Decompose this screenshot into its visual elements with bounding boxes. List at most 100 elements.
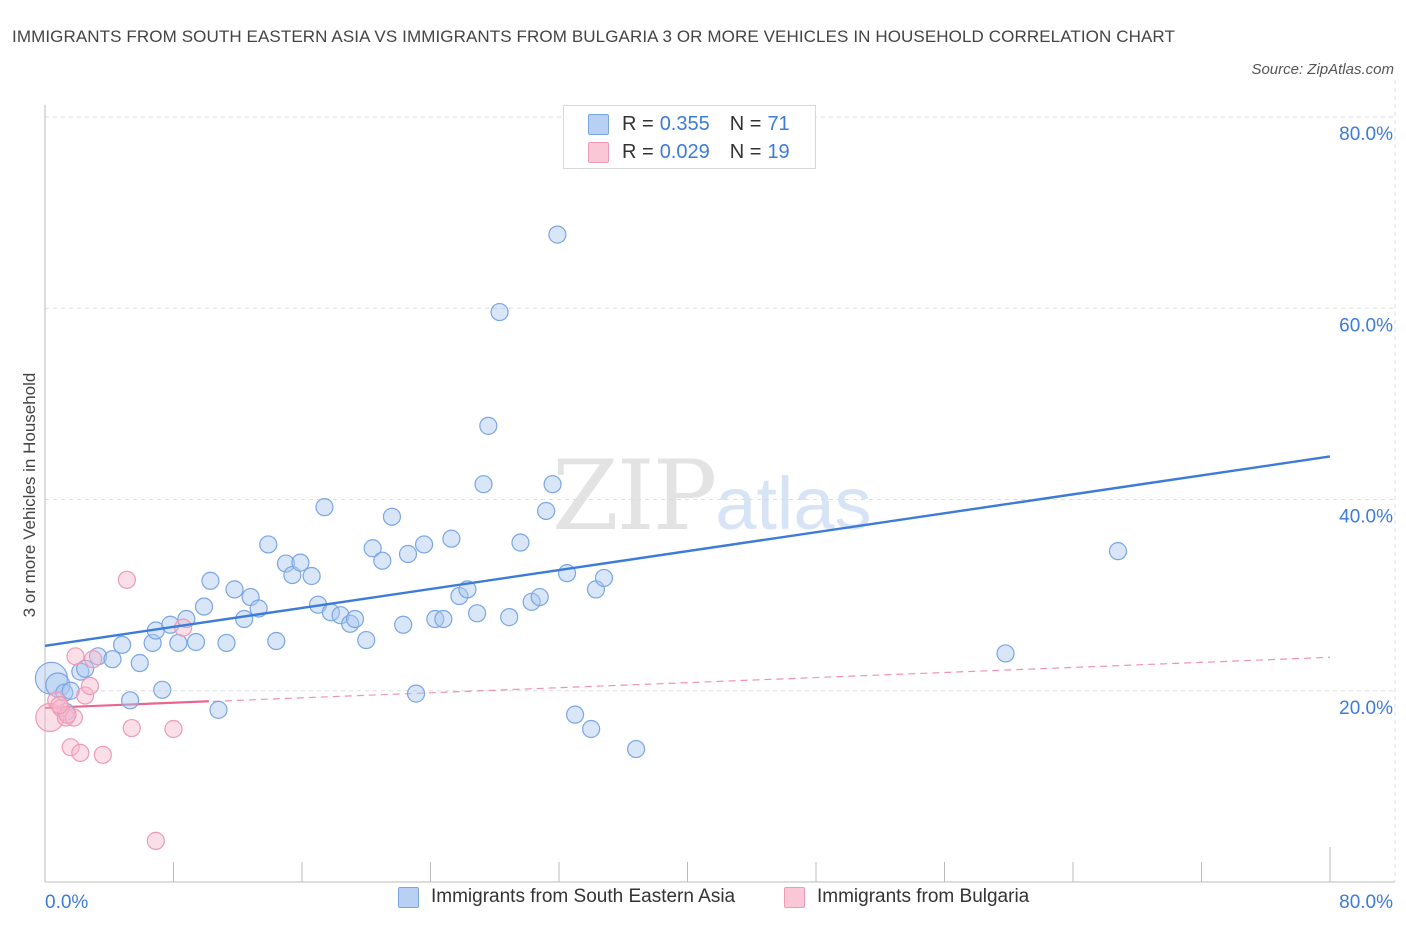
legend-r-value: 0.029 [659, 140, 710, 163]
data-point-south-eastern-asia [153, 680, 172, 699]
data-point-south-eastern-asia [363, 539, 382, 558]
legend-row-south-eastern-asia: R = 0.355 N = 71 [588, 112, 790, 136]
legend-r-value: 0.355 [659, 112, 710, 135]
correlation-legend: R = 0.355 N = 71 R = 0.029 N = 19 [563, 105, 816, 169]
data-point-south-eastern-asia [61, 681, 80, 700]
data-point-south-eastern-asia [582, 719, 601, 739]
data-point-south-eastern-asia [414, 535, 434, 554]
data-point-south-eastern-asia [225, 580, 244, 599]
data-point-south-eastern-asia [267, 631, 286, 651]
data-point-south-eastern-asia [406, 684, 426, 703]
series-label: Immigrants from Bulgaria [817, 886, 1030, 907]
data-point-bulgaria [84, 650, 103, 669]
legend-r-label: R = [622, 112, 654, 135]
data-point-south-eastern-asia [442, 529, 461, 548]
data-point-south-eastern-asia [373, 551, 392, 570]
legend-n-value: 19 [767, 140, 790, 163]
data-point-bulgaria [164, 719, 183, 739]
series-label: Immigrants from South Eastern Asia [431, 886, 736, 907]
bulgaria-trend-layer [44, 656, 1331, 710]
data-point-bulgaria [66, 647, 85, 666]
x-tick-label: 80.0% [1339, 892, 1393, 913]
data-point-bulgaria [71, 743, 90, 763]
legend-n-value: 71 [767, 112, 790, 135]
data-point-south-eastern-asia [315, 498, 334, 517]
data-point-south-eastern-asia [1108, 542, 1128, 561]
legend-row-bulgaria: R = 0.029 N = 19 [588, 140, 790, 164]
data-point-south-eastern-asia [511, 533, 530, 552]
data-point-south-eastern-asia [217, 633, 236, 653]
data-point-south-eastern-asia [490, 302, 509, 322]
data-point-south-eastern-asia [186, 632, 206, 652]
data-point-bulgaria [76, 686, 95, 705]
x-tick-label: 0.0% [45, 892, 88, 913]
data-point-south-eastern-asia [434, 609, 453, 629]
grid-layer [45, 80, 1396, 882]
data-point-south-eastern-asia [382, 507, 402, 526]
watermark-atlas: atlas [715, 462, 872, 545]
legend-r-label: R = [622, 140, 654, 163]
legend-n-label: N = [729, 112, 762, 135]
legend-swatch-pink [588, 141, 609, 163]
y-tick-label: 40.0% [1339, 507, 1393, 528]
y-tick-label: 80.0% [1339, 124, 1393, 145]
data-point-south-eastern-asia [345, 609, 365, 629]
series-legend-bulgaria[interactable]: Immigrants from Bulgaria [784, 886, 1029, 908]
data-point-south-eastern-asia [398, 544, 418, 564]
tick-label-layer: 20.0% 40.0% 60.0% 80.0% 0.0% 80.0% [45, 124, 1393, 913]
data-point-south-eastern-asia [88, 647, 108, 666]
series-legend-south-eastern-asia[interactable]: Immigrants from South Eastern Asia [398, 886, 735, 908]
data-point-south-eastern-asia [467, 604, 487, 623]
data-point-south-eastern-asia [130, 653, 149, 673]
data-point-south-eastern-asia [479, 416, 498, 435]
data-point-bulgaria [122, 718, 141, 738]
data-point-south-eastern-asia [121, 691, 140, 710]
data-point-south-eastern-asia [357, 630, 376, 650]
data-point-bulgaria [146, 831, 165, 850]
legend-n-label: N = [729, 140, 762, 163]
data-point-south-eastern-asia [209, 700, 228, 719]
bulgaria-points [35, 570, 193, 850]
y-axis-label: 3 or more Vehicles in Household [20, 372, 39, 618]
series-swatch-blue [398, 886, 419, 908]
data-point-south-eastern-asia [394, 615, 413, 634]
south-eastern-asia-trend-layer [44, 455, 1331, 647]
series-legend: Immigrants from South Eastern Asia Immig… [0, 886, 1406, 916]
data-point-south-eastern-asia [565, 705, 585, 724]
legend-swatch-blue [588, 113, 609, 135]
data-point-south-eastern-asia [530, 587, 549, 607]
trend-line-bulgaria-extended [44, 656, 1331, 709]
series-swatch-pink [784, 886, 805, 908]
data-point-south-eastern-asia [302, 566, 321, 586]
y-tick-label: 60.0% [1339, 315, 1393, 336]
axis-layer [44, 105, 1395, 883]
data-point-bulgaria [61, 738, 80, 757]
data-point-south-eastern-asia [626, 739, 646, 759]
data-point-bulgaria [174, 618, 193, 637]
zipatlas-watermark: ZIPatlas [552, 440, 872, 552]
watermark-zip: ZIP [552, 440, 717, 552]
data-point-south-eastern-asia [291, 553, 310, 572]
data-point-south-eastern-asia [996, 644, 1015, 663]
data-point-south-eastern-asia [474, 475, 493, 494]
data-point-south-eastern-asia [548, 225, 567, 244]
data-point-south-eastern-asia [276, 554, 296, 573]
data-point-bulgaria [80, 676, 100, 696]
y-tick-label: 20.0% [1339, 698, 1393, 719]
data-point-south-eastern-asia [169, 633, 188, 653]
data-point-south-eastern-asia [594, 568, 614, 588]
data-point-bulgaria [93, 745, 112, 764]
trend-line-south-eastern-asia [44, 455, 1331, 647]
data-point-bulgaria [51, 698, 71, 718]
data-point-bulgaria [50, 695, 69, 715]
data-point-south-eastern-asia [112, 635, 132, 654]
data-point-south-eastern-asia [235, 609, 254, 629]
chart-title: IMMIGRANTS FROM SOUTH EASTERN ASIA VS IM… [12, 27, 1175, 46]
data-point-south-eastern-asia [201, 571, 220, 590]
data-point-bulgaria [117, 570, 137, 589]
data-point-south-eastern-asia [259, 535, 278, 554]
data-point-south-eastern-asia [543, 475, 562, 494]
source-label: Source: ZipAtlas.com [1251, 61, 1394, 78]
data-point-bulgaria [35, 702, 65, 733]
data-point-south-eastern-asia [537, 501, 556, 521]
